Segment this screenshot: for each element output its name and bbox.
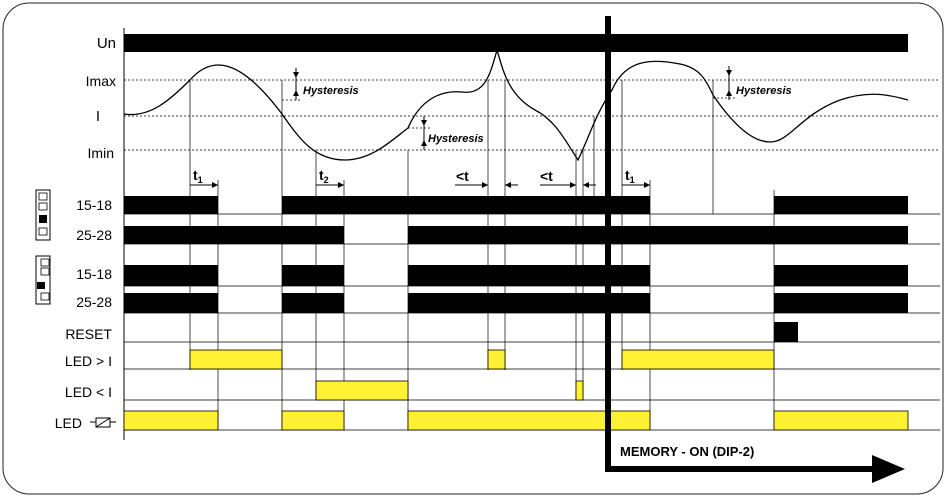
- label-ch2-15-18: 15-18: [76, 266, 112, 282]
- memory-arrow-head: [872, 455, 905, 483]
- hysteresis-label-3: Hysteresis: [736, 85, 792, 97]
- relay-row-2-15-18: [124, 265, 908, 286]
- label-ch1-15-18: 15-18: [76, 197, 112, 213]
- svg-text:t2: t2: [319, 167, 329, 185]
- t1-sub: 1: [198, 175, 203, 185]
- t2-text: t: [319, 167, 324, 183]
- memory-horizontal-bar: [605, 466, 875, 472]
- memory-vertical-bar: [605, 16, 611, 472]
- hysteresis-label-2: Hysteresis: [428, 133, 484, 145]
- label-imax: Imax: [86, 73, 116, 89]
- un-bar: [124, 34, 908, 52]
- hysteresis-marker-1: Hysteresis: [282, 68, 359, 101]
- t2-annotation: t2: [316, 167, 344, 188]
- label-led-gt: LED > I: [65, 353, 112, 369]
- led-relay-row: [123, 410, 909, 431]
- lt-label-2: <t: [540, 168, 553, 184]
- t1-text-2: t: [625, 167, 630, 183]
- t1-sub-2: 1: [630, 175, 635, 185]
- relay-coil-icon: [90, 417, 116, 428]
- label-led-lt: LED < I: [65, 384, 112, 400]
- label-imin: Imin: [88, 145, 114, 161]
- t1-text: t: [193, 167, 198, 183]
- relay-row-2-25-28: [124, 293, 908, 313]
- relay-row-1-25-28: [124, 226, 908, 244]
- hysteresis-label-1: Hysteresis: [303, 85, 359, 97]
- t1-annotation-1: t1: [190, 167, 218, 188]
- reset-pulse: [774, 322, 798, 342]
- svg-text:t1: t1: [625, 167, 635, 185]
- label-i: I: [96, 108, 100, 125]
- led-lt-row: [315, 380, 584, 401]
- hysteresis-marker-2: Hysteresis: [408, 116, 484, 150]
- lt-annotation-2: <t: [540, 168, 596, 188]
- t2-sub: 2: [324, 175, 329, 185]
- current-waveform: [123, 47, 909, 162]
- lt-label-1: <t: [456, 168, 469, 184]
- hysteresis-marker-3: Hysteresis: [713, 66, 792, 100]
- t1-annotation-2: t1: [622, 167, 650, 188]
- label-reset: RESET: [65, 326, 112, 342]
- label-un: Un: [97, 35, 116, 52]
- lt-annotation-1: <t: [455, 168, 518, 188]
- label-ch1-25-28: 25-28: [76, 227, 112, 243]
- relay-row-1-15-18: [124, 196, 908, 214]
- memory-label: MEMORY - ON (DIP-2): [620, 444, 754, 459]
- dip-switch-icon-2: [35, 255, 51, 305]
- dip-switch-icon-1: [35, 189, 51, 241]
- led-gt-row: [189, 349, 775, 370]
- svg-text:t1: t1: [193, 167, 203, 185]
- label-led-relay: LED: [55, 415, 82, 431]
- label-ch2-25-28: 25-28: [76, 294, 112, 310]
- row-baselines: [124, 213, 940, 431]
